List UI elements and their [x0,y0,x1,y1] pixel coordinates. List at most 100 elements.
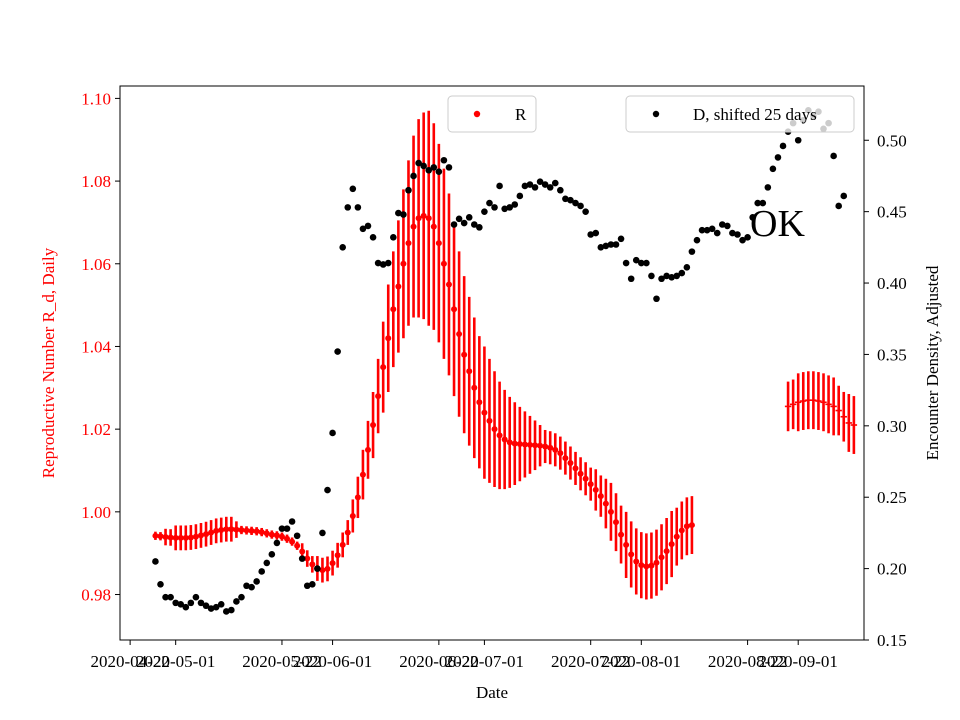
r-point [334,552,341,559]
d-point [734,231,741,238]
r-point [278,533,285,540]
right-y-axis-ticks: 0.15 0.20 0.25 0.30 0.35 0.40 0.45 0.50 [864,131,907,650]
r-point [273,532,280,539]
r-point [319,567,326,574]
d-point [364,222,372,230]
r-point [623,541,630,548]
right-y-tick-label: 0.40 [877,274,907,293]
x-tick-label: 2020-07-22 [551,652,630,671]
r-point [415,215,422,222]
d-point [384,259,392,267]
right-y-axis-label: Encounter Density, Adjusted [923,265,942,460]
d-point [405,186,412,194]
r-point [526,441,533,448]
r-point [233,526,240,533]
d-point [258,568,266,575]
d-point [632,256,640,264]
x-tick-label: 2020-05-01 [136,652,215,671]
r-point [496,432,503,439]
d-point [430,164,438,171]
r-point [461,351,468,358]
d-point [486,199,493,207]
d-point [354,204,362,211]
d-point [253,578,260,585]
d-point [531,184,539,191]
d-point [698,226,706,234]
r-point [243,527,250,534]
d-point [754,199,762,207]
right-y-tick-label: 0.30 [877,417,907,436]
d-point [359,225,367,233]
d-point [217,601,225,608]
r-point [192,533,199,540]
r-point [294,542,301,549]
r-point [223,526,230,533]
r-point [385,335,392,342]
r-point [258,529,265,536]
r-point [182,534,189,541]
left-y-tick-label: 1.04 [81,337,111,356]
left-y-tick-label: 1.02 [81,420,111,439]
d-point [248,583,255,591]
r-point [613,519,619,526]
r-point [152,532,159,539]
r-point [354,494,361,501]
d-point [445,164,453,171]
r-point [440,260,447,267]
d-point [536,178,544,185]
d-point [349,185,357,193]
r-point [618,531,625,538]
d-point [541,181,549,188]
r-point [289,538,296,545]
d-point [172,599,179,607]
right-y-tick-label: 0.20 [877,560,907,579]
d-point [506,204,514,211]
d-point [228,606,235,614]
d-point [314,565,321,572]
r-point [203,531,210,538]
d-point [379,261,387,268]
d-point [319,529,326,537]
x-axis-label: Date [476,683,508,702]
d-point [744,234,751,241]
r-point [370,422,377,429]
r-point [339,541,346,548]
d-point [410,172,417,180]
d-point [557,186,564,194]
r-point [228,526,235,533]
d-point [627,275,635,283]
d-point [182,603,190,611]
legend-d-marker [652,110,660,118]
r-point [587,481,594,488]
r-point [304,555,311,562]
r-point [268,531,275,538]
r-point [643,563,650,570]
r-point [521,441,528,448]
d-point [465,214,473,221]
d-point [759,199,767,207]
d-point [283,525,291,532]
r-point [456,331,463,338]
r-point [476,399,483,406]
r-point [557,450,564,457]
d-point [562,195,569,203]
r-point [208,529,215,536]
r-point [177,534,184,541]
d-point [587,231,594,238]
r-point [653,559,660,566]
d-point [582,208,589,215]
d-point [658,275,665,283]
d-point [415,159,422,167]
d-point [516,192,524,200]
d-point [739,236,746,244]
d-point [288,518,296,525]
left-y-tick-label: 1.06 [81,255,111,274]
d-point [567,196,574,204]
r-point [157,533,164,540]
r-point [420,212,427,219]
r-point [486,417,493,424]
r-point [324,565,331,572]
r-point [607,508,614,515]
r-point [410,223,417,230]
r-point [491,426,498,433]
